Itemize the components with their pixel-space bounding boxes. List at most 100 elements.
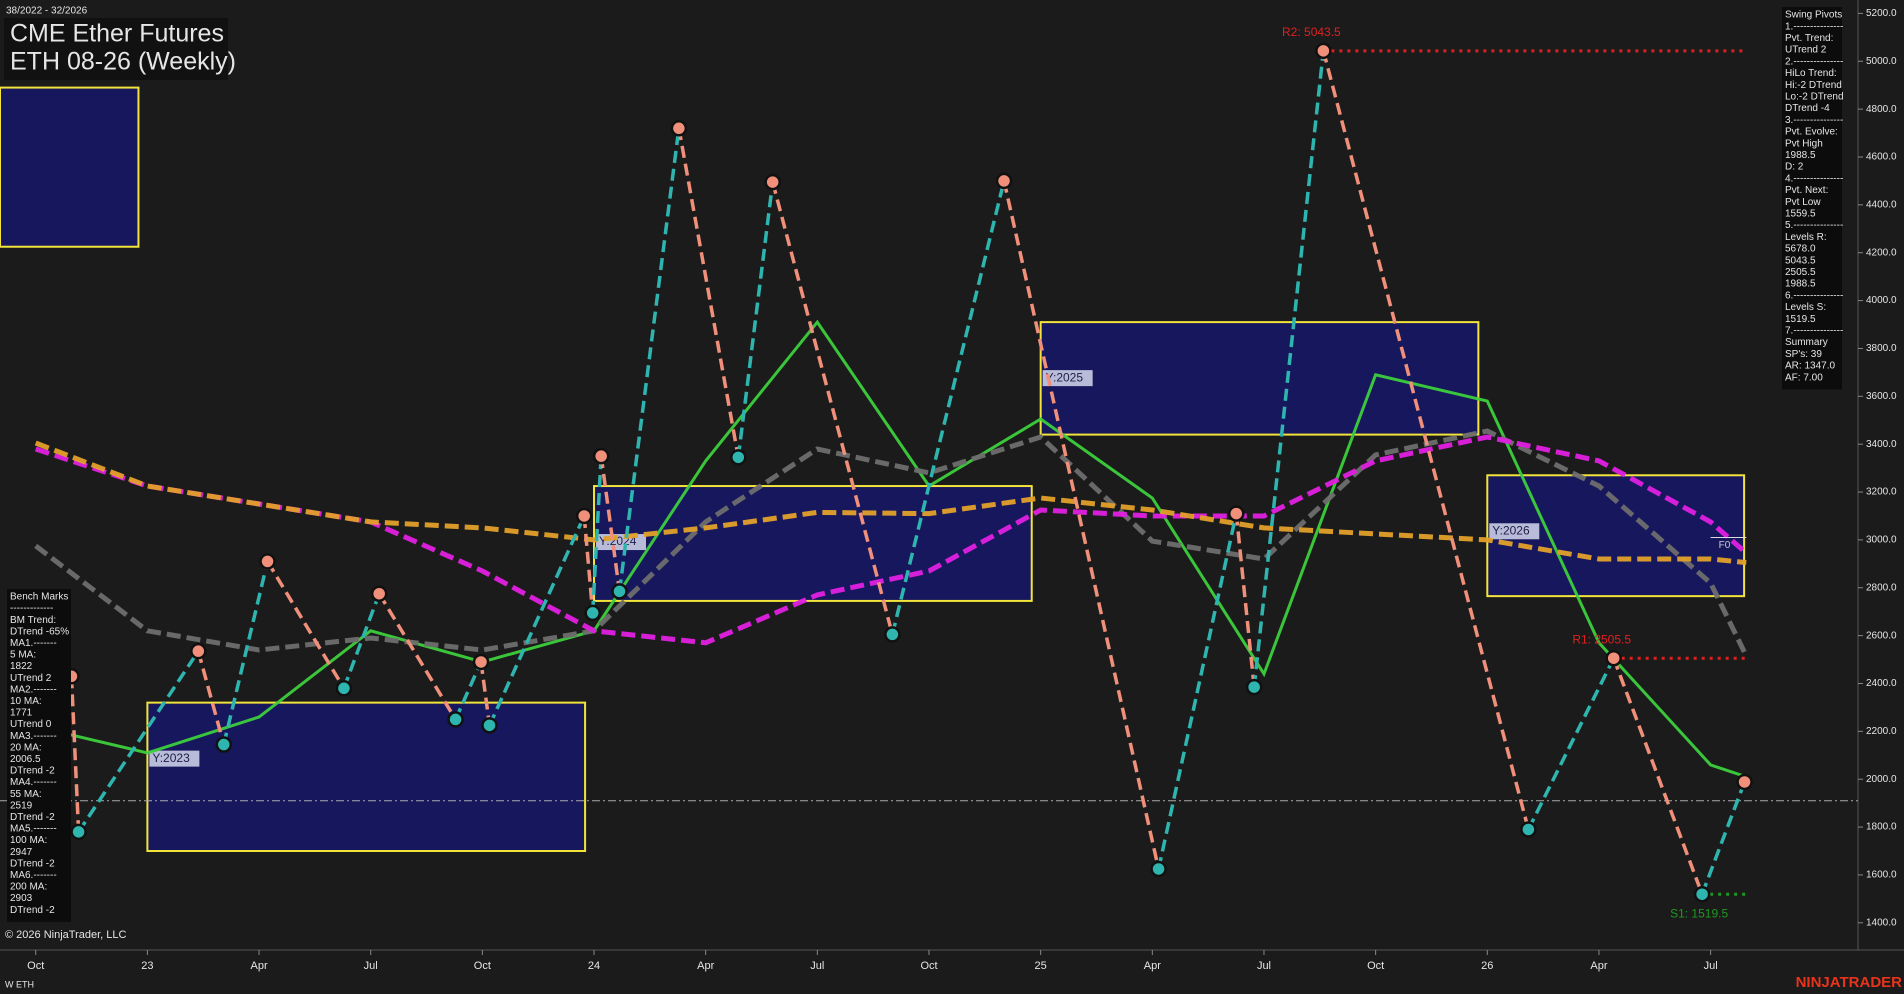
right-panel-line: 1559.5 (1785, 209, 1816, 220)
pivot-point (1520, 821, 1537, 838)
pivot-leg (1002, 180, 1161, 870)
left-panel-line: UTrend 2 (10, 673, 52, 684)
year-label: Y:2025 (1046, 370, 1084, 384)
pivot-point (370, 585, 388, 602)
pivot-point (1736, 773, 1753, 791)
pivot-leg (453, 661, 483, 721)
right-panel-line: Pvt High (1785, 138, 1823, 149)
right-panel-line: 7.--------------- (1785, 326, 1843, 337)
pivot-leg (890, 180, 1006, 635)
pivot-leg (582, 515, 595, 614)
right-panel-line: Hi:-2 DTrend (1785, 80, 1842, 91)
y-tick-label: 3600.0 (1866, 391, 1897, 402)
pivot-leg (69, 676, 81, 832)
x-tick-label: Oct (920, 960, 937, 972)
right-panel-line: 1988.5 (1785, 150, 1816, 161)
right-panel-line: 6.--------------- (1785, 290, 1843, 301)
x-tick-label: 25 (1035, 960, 1047, 972)
left-panel-line: 20 MA: (10, 742, 42, 753)
pivot-leg (599, 455, 622, 592)
left-panel-line: ------------- (10, 603, 53, 614)
year-box (0, 86, 140, 248)
right-panel-line: Pvt. Next: (1785, 185, 1828, 196)
left-panel-line: MA4.------- (10, 777, 57, 788)
right-panel-line: 2505.5 (1785, 267, 1816, 278)
right-panel-line: D: 2 (1785, 162, 1804, 173)
pivot-leg (377, 592, 458, 721)
brand: NINJATRADER (1796, 974, 1903, 991)
pivot-leg (617, 128, 681, 592)
x-tick-label: Jul (810, 960, 824, 972)
left-panel-line: DTrend -65% (10, 626, 69, 637)
left-panel-line: MA3.------- (10, 731, 57, 742)
pivot-point (1605, 649, 1622, 667)
year-label: Y:2026 (1492, 523, 1530, 537)
pivot-point (611, 583, 628, 600)
y-tick-label: 5000.0 (1866, 56, 1897, 67)
right-panel-line: 5.--------------- (1785, 220, 1843, 231)
y-tick-label: 5200.0 (1866, 8, 1897, 19)
left-panel-line: 2903 (10, 893, 33, 904)
left-panel-line: DTrend -2 (10, 858, 55, 869)
pivot-leg (222, 561, 270, 745)
y-tick-label: 1600.0 (1866, 870, 1897, 881)
right-panel-line: Pvt Low (1785, 197, 1821, 208)
x-tick-label: Apr (250, 960, 267, 972)
left-panel-line: MA2.------- (10, 684, 57, 695)
y-tick-label: 4600.0 (1866, 152, 1897, 163)
left-panel-line: 10 MA: (10, 696, 42, 707)
right-panel-line: AF: 7.00 (1785, 372, 1823, 383)
chart-title: CME Ether Futures (10, 20, 224, 48)
moving-average (34, 428, 1749, 658)
x-tick-label: Jul (1257, 960, 1271, 972)
left-panel-line: BM Trend: (10, 615, 56, 626)
right-panel-line: Levels R: (1785, 232, 1827, 243)
left-panel-line: 1822 (10, 661, 33, 672)
x-tick-label: Oct (27, 960, 44, 972)
left-panel-line: 5 MA: (10, 650, 36, 661)
x-tick-label: Apr (697, 960, 714, 972)
left-panel-line: 55 MA: (10, 789, 42, 800)
pivot-point (670, 120, 688, 137)
right-panel-line: HiLo Trend: (1785, 68, 1837, 79)
pivot-leg (590, 456, 603, 613)
level-label: R2: 5043.5 (1282, 25, 1341, 39)
pivot-leg (77, 650, 200, 833)
right-panel-line: AR: 1347.0 (1785, 361, 1835, 372)
pivot-point (335, 680, 353, 697)
pivot-point (481, 717, 498, 734)
left-panel-line: 100 MA: (10, 835, 47, 846)
x-tick-label: 24 (588, 960, 600, 972)
instrument-tag: W ETH (5, 979, 34, 989)
pivot-point (730, 449, 747, 466)
x-tick-label: Apr (1144, 960, 1161, 972)
pivot-point (190, 642, 207, 660)
right-panel-line: DTrend -4 (1785, 103, 1830, 114)
pivot-leg (266, 560, 346, 690)
left-panel-line: UTrend 0 (10, 719, 52, 730)
pivot-point (995, 172, 1013, 190)
y-tick-label: 2600.0 (1866, 630, 1897, 641)
x-tick-label: Oct (474, 960, 491, 972)
right-panel-line: 5678.0 (1785, 244, 1816, 255)
pivot-point (447, 711, 464, 728)
right-panel-line: Levels S: (1785, 302, 1826, 313)
x-tick-label: Jul (1704, 960, 1718, 972)
pivot-point (259, 553, 276, 570)
y-tick-label: 4800.0 (1866, 104, 1897, 115)
right-panel-line: Pvt. Trend: (1785, 33, 1833, 44)
pivot-point (1150, 860, 1167, 878)
pivot-point (1315, 42, 1332, 60)
right-panel-line: Lo:-2 DTrend (1785, 92, 1844, 103)
pivot-point (1245, 678, 1263, 696)
left-panel-line: DTrend -2 (10, 812, 55, 823)
x-tick-label: Apr (1590, 960, 1607, 972)
y-tick-label: 4000.0 (1866, 295, 1897, 306)
year-box (1039, 321, 1480, 436)
year-box (146, 701, 587, 853)
pivot-leg (1156, 513, 1238, 870)
pivot-leg (1234, 513, 1256, 688)
right-panel-line: 5043.5 (1785, 255, 1816, 266)
left-panel-bg (7, 589, 71, 922)
pivot-point (592, 447, 610, 465)
